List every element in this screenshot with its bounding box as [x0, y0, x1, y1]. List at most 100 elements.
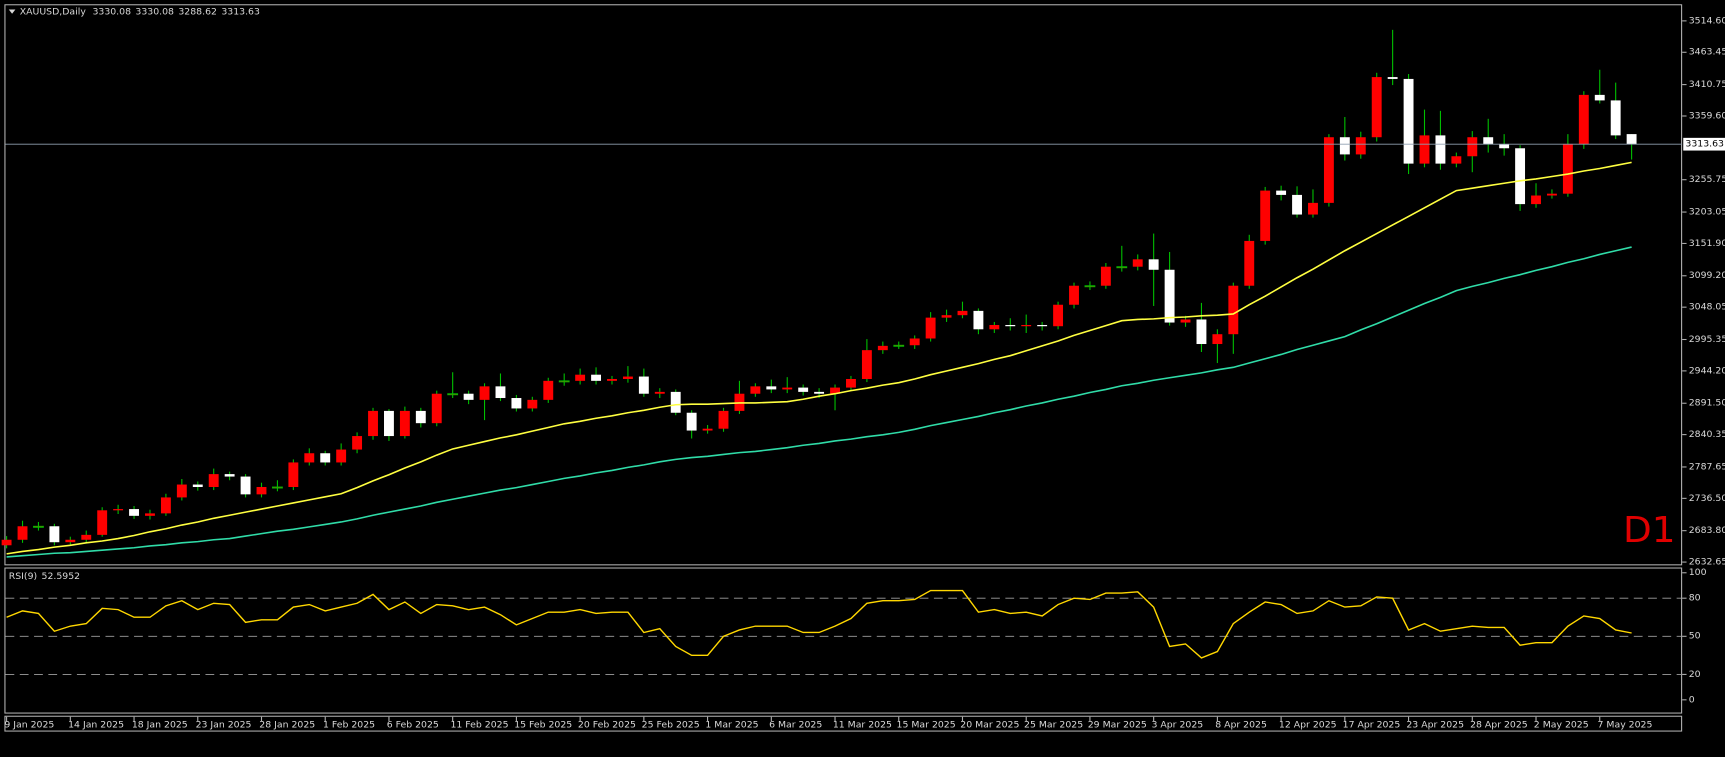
candle-body	[495, 386, 506, 399]
candle-body	[1323, 137, 1334, 203]
candle-body	[1276, 190, 1287, 195]
candle-body	[654, 391, 665, 394]
candle-body	[1515, 148, 1526, 205]
rsi-pane-frame	[4, 567, 1683, 714]
candle-body	[113, 509, 124, 511]
ohlc-high: 3330.08	[135, 6, 174, 17]
x-tick-label: 8 Apr 2025	[1215, 720, 1267, 731]
candle-body	[607, 378, 617, 381]
candle-body	[511, 398, 522, 409]
x-tick-label: 25 Feb 2025	[642, 720, 700, 731]
candle-body	[1403, 78, 1414, 164]
candle-body	[415, 410, 426, 424]
y-tick-label: 50	[1689, 631, 1701, 642]
candle-body	[1467, 137, 1478, 157]
rsi-name: RSI(9)	[9, 571, 37, 582]
candle-body	[1228, 285, 1239, 335]
candle-body	[1244, 240, 1255, 286]
candle-body	[686, 412, 697, 431]
candle-body	[1180, 319, 1191, 323]
candle-body	[622, 376, 633, 379]
time-axis-frame	[4, 715, 1683, 732]
candle-body	[1483, 137, 1494, 144]
y-tick-label: 2787.65	[1689, 462, 1725, 473]
y-tick-label: 80	[1689, 593, 1701, 604]
x-tick-label: 28 Apr 2025	[1470, 720, 1528, 731]
x-tick-label: 9 Jan 2025	[4, 720, 54, 731]
candle-body	[782, 387, 793, 390]
x-tick-label: 3 Apr 2025	[1151, 720, 1203, 731]
candle-body	[893, 344, 905, 347]
candle-body	[463, 393, 474, 400]
moving-average-line	[6, 161, 1632, 555]
y-tick-label: 3048.05	[1689, 302, 1725, 313]
candle-body	[1451, 156, 1462, 164]
candle-body	[49, 526, 60, 543]
candle-body	[766, 386, 777, 390]
candle-body	[702, 428, 713, 431]
y-tick-label: 3203.05	[1689, 207, 1725, 218]
candle-body	[1499, 143, 1510, 149]
candle-body	[1594, 94, 1605, 101]
x-tick-label: 28 Jan 2025	[259, 720, 315, 731]
candle-body	[750, 386, 761, 394]
y-tick-label: 2840.35	[1689, 429, 1725, 440]
chart-header: XAUUSD,Daily 3330.08 3330.08 3288.62 3313.63	[20, 6, 260, 17]
y-tick-label: 3359.60	[1689, 111, 1725, 122]
candle-body	[718, 410, 729, 429]
x-tick-label: 6 Mar 2025	[769, 720, 822, 731]
candle-body	[1547, 193, 1557, 196]
x-tick-label: 11 Feb 2025	[450, 720, 508, 731]
candle-body	[1308, 202, 1318, 215]
candle-body	[877, 345, 888, 351]
x-tick-label: 20 Feb 2025	[578, 720, 636, 731]
candle-body	[575, 374, 586, 381]
candle-body	[798, 387, 809, 392]
symbol-menu-icon[interactable]	[8, 9, 16, 14]
candle-body	[1339, 137, 1350, 155]
candle-body	[527, 399, 538, 409]
candle-body	[208, 474, 219, 487]
candle-body	[81, 534, 92, 540]
candle-body	[941, 315, 952, 318]
x-tick-label: 15 Mar 2025	[897, 720, 956, 731]
candle-body	[1053, 304, 1064, 327]
candle-body	[304, 453, 315, 463]
candle-body	[336, 449, 347, 463]
candle-body	[558, 380, 570, 383]
candle-body	[192, 484, 203, 487]
candle-body	[399, 410, 410, 437]
candle-body	[447, 393, 459, 396]
x-tick-label: 7 May 2025	[1598, 720, 1653, 731]
candle-body	[1005, 324, 1016, 327]
y-tick-label: 2944.20	[1689, 365, 1725, 376]
y-tick-label: 3099.20	[1689, 270, 1725, 281]
candle-body	[97, 510, 108, 535]
x-tick-label: 15 Feb 2025	[514, 720, 572, 731]
x-tick-label: 18 Jan 2025	[132, 720, 188, 731]
candle-body	[1212, 334, 1223, 345]
chart-title: XAUUSD,Daily	[20, 6, 87, 17]
ohlc-open: 3330.08	[92, 6, 131, 17]
candle-body	[670, 391, 681, 413]
x-tick-label: 2 May 2025	[1534, 720, 1589, 731]
x-tick-label: 25 Mar 2025	[1024, 720, 1083, 731]
candle-body	[17, 526, 28, 540]
y-tick-label: 2736.50	[1689, 493, 1725, 504]
candle-body	[1037, 324, 1048, 327]
candle-body	[272, 486, 283, 489]
x-tick-label: 12 Apr 2025	[1279, 720, 1337, 731]
candle-body	[830, 387, 840, 394]
moving-average-line	[6, 246, 1632, 558]
candle-body	[1371, 77, 1382, 138]
candle-body	[1100, 266, 1111, 286]
candle-body	[846, 378, 856, 388]
ohlc-close: 3313.63	[221, 6, 260, 17]
candle-body	[1069, 285, 1079, 305]
candle-body	[861, 350, 872, 379]
y-tick-label: 3463.45	[1689, 47, 1725, 58]
candle-body	[145, 513, 155, 516]
candle-body	[352, 436, 363, 450]
y-tick-label: 3255.75	[1689, 174, 1725, 185]
x-tick-label: 17 Apr 2025	[1343, 720, 1401, 731]
